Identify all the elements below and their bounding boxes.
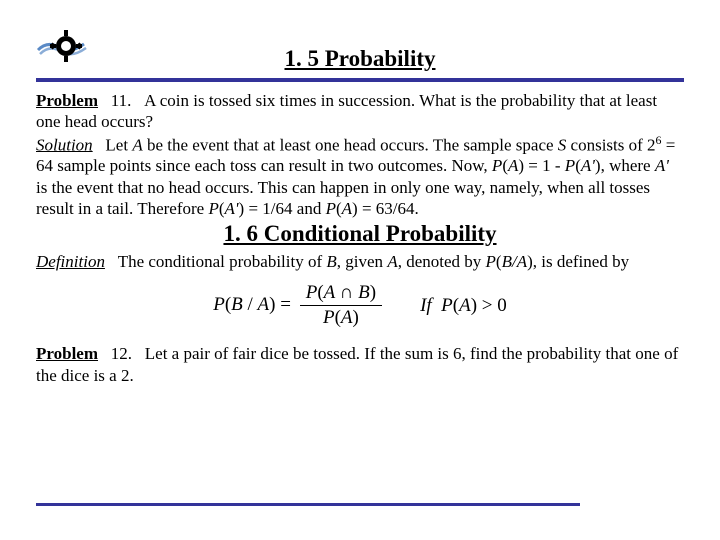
t: B	[231, 294, 247, 315]
header-divider	[36, 78, 684, 82]
P: P	[565, 156, 575, 175]
section-1-title: 1. 5 Probability	[36, 46, 684, 72]
t: = 1/64 and	[244, 199, 325, 218]
spacer	[136, 91, 145, 110]
Aprime: A'	[655, 156, 669, 175]
t: A	[324, 282, 340, 303]
problem-11-block: Problem 11. A coin is tossed six times i…	[36, 90, 684, 219]
t: /	[248, 294, 258, 315]
logo	[36, 22, 96, 70]
t: Let	[105, 135, 132, 154]
t: B	[353, 282, 369, 303]
P: P	[486, 252, 496, 271]
P: P	[306, 282, 318, 303]
footer-divider	[36, 503, 580, 506]
t: be the event that at least one head occu…	[143, 135, 558, 154]
P: P	[213, 294, 225, 315]
definition-label: Definition	[36, 252, 105, 271]
Aprime: A'	[581, 156, 595, 175]
A: A	[508, 156, 518, 175]
BA: B/A	[502, 252, 528, 271]
solution-label: Solution	[36, 135, 93, 154]
problem-label: Problem	[36, 344, 98, 363]
t: A	[459, 295, 471, 316]
problem-label: Problem	[36, 91, 98, 110]
denominator: P(A)	[323, 306, 359, 329]
t: , where	[601, 156, 655, 175]
t: If P	[420, 295, 453, 316]
t: , is defined by	[533, 252, 629, 271]
t: = 63/64.	[358, 199, 419, 218]
S: S	[558, 135, 567, 154]
formula-condition: If P(A) > 0	[420, 295, 507, 317]
problem-text: Let a pair of fair dice be tossed. If th…	[36, 344, 678, 384]
t: , given	[337, 252, 388, 271]
P: P	[208, 199, 218, 218]
spacer	[136, 344, 145, 363]
problem-number: 12.	[111, 344, 132, 363]
t: ) =	[269, 294, 296, 315]
spacer	[102, 91, 111, 110]
spacer	[109, 252, 118, 271]
A: A	[342, 199, 352, 218]
formula-lhs: P(B / A) = P(A ∩ B) P(A)	[213, 282, 386, 329]
problem-12-block: Problem 12. Let a pair of fair dice be t…	[36, 343, 684, 386]
A: A	[387, 252, 397, 271]
A: A	[132, 135, 142, 154]
B: B	[326, 252, 336, 271]
t: A	[341, 307, 353, 328]
P: P	[326, 199, 336, 218]
spacer	[102, 344, 111, 363]
numerator: P(A ∩ B)	[300, 282, 382, 306]
P: P	[323, 307, 335, 328]
conditional-probability-formula: P(B / A) = P(A ∩ B) P(A) If P(A) > 0	[36, 282, 684, 329]
P: P	[492, 156, 502, 175]
t: ) > 0	[471, 295, 507, 316]
t: consists of 2	[571, 135, 656, 154]
Aprime: A'	[225, 199, 239, 218]
definition-block: Definition The conditional probability o…	[36, 251, 684, 272]
t: The conditional probability of	[118, 252, 327, 271]
t: , denoted by	[398, 252, 486, 271]
problem-number: 11.	[111, 91, 132, 110]
t: = 1 -	[524, 156, 565, 175]
fraction: P(A ∩ B) P(A)	[300, 282, 382, 329]
gear-sun-icon	[36, 22, 96, 70]
section-2-title: 1. 6 Conditional Probability	[36, 221, 684, 247]
t: A	[258, 294, 270, 315]
intersect-icon: ∩	[340, 282, 354, 303]
